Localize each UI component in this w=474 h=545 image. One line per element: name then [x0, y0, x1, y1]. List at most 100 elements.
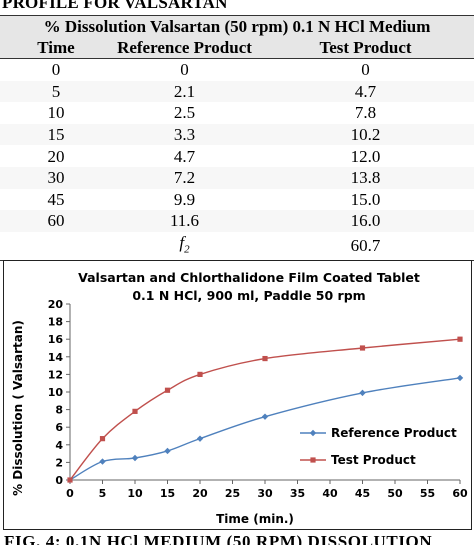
- legend-marker: [309, 429, 317, 437]
- x-tick-label: 0: [66, 487, 74, 500]
- series-test: [67, 336, 463, 483]
- x-tick-label: 15: [160, 487, 175, 500]
- legend-label: Test Product: [331, 453, 416, 467]
- y-tick-label: 8: [55, 404, 63, 417]
- y-tick-label: 20: [48, 298, 64, 311]
- cut-caption-clip: FIG. 4: 0.1N HCl MEDIUM (50 RPM) DISSOLU…: [0, 532, 474, 545]
- table-title: % Dissolution Valsartan (50 rpm) 0.1 N H…: [0, 15, 474, 37]
- f2-value: 60.7: [257, 231, 474, 262]
- legend-marker: [310, 457, 316, 463]
- cell-test: 12.0: [350, 146, 381, 166]
- data-point: [262, 355, 268, 362]
- table-row: 30 7.2 13.8: [0, 166, 474, 189]
- chart-legend: Reference Product Test Product: [293, 415, 457, 471]
- data-point: [131, 454, 139, 462]
- data-point: [359, 389, 366, 397]
- chart-axes: 0 2 4 6 8 10 12 14 16 18 20 0 5 10 15 20 25 30 35 40 45 50 55 6…: [48, 298, 468, 500]
- table-row: 20 4.7 12.0: [0, 145, 474, 167]
- column-header-test: Test Product: [257, 37, 474, 59]
- chart-subtitle: 0.1 N HCl, 900 ml, Paddle 50 rpm: [132, 288, 365, 303]
- x-tick-label: 5: [99, 487, 107, 500]
- data-point: [164, 387, 171, 393]
- data-point: [457, 336, 463, 342]
- table-row: 10 2.5 7.8: [0, 102, 474, 124]
- y-tick-label: 18: [48, 316, 63, 329]
- x-axis-label: Time (min.): [216, 512, 294, 526]
- x-tick-label: 25: [225, 487, 240, 500]
- cut-heading-clip: PROFILE FOR VALSARTAN: [0, 0, 474, 15]
- table-header-row: Time Reference Product Test Product: [0, 37, 474, 59]
- dissolution-table-wrap: % Dissolution Valsartan (50 rpm) 0.1 N H…: [0, 15, 474, 262]
- dissolution-chart-frame: Valsartan and Chlorthalidone Film Coated…: [3, 260, 472, 530]
- y-tick-label: 6: [55, 421, 63, 434]
- f2-row: f2 60.7: [0, 231, 474, 262]
- cut-heading: PROFILE FOR VALSARTAN: [2, 0, 228, 12]
- y-tick-label: 14: [48, 351, 64, 364]
- table-row: 15 3.3 10.2: [0, 123, 474, 146]
- data-point: [164, 447, 171, 455]
- y-tick-label: 4: [55, 439, 63, 452]
- data-point: [99, 458, 106, 465]
- cell-time: 0: [51, 60, 61, 80]
- dissolution-chart: Valsartan and Chlorthalidone Film Coated…: [11, 270, 468, 526]
- legend-box: [293, 415, 452, 471]
- cell-time: 30: [0, 166, 112, 189]
- y-tick-label: 2: [55, 456, 63, 469]
- data-point: [67, 477, 73, 483]
- table-row: 60 11.6 16.0: [0, 210, 474, 232]
- table-title-row: % Dissolution Valsartan (50 rpm) 0.1 N H…: [0, 15, 474, 37]
- cell-reference: 3.3: [112, 123, 257, 146]
- x-tick-label: 40: [322, 487, 338, 500]
- column-header-reference: Reference Product: [112, 37, 257, 59]
- x-tick-label: 30: [257, 487, 273, 500]
- column-header-time: Time: [0, 37, 112, 59]
- cell-time: 45: [47, 189, 65, 209]
- x-tick-label: 55: [420, 487, 435, 500]
- cell-reference: 11.6: [112, 210, 257, 232]
- cell-reference: 2.1: [112, 80, 257, 103]
- cell-test: 4.7: [257, 80, 474, 103]
- data-point: [261, 413, 269, 420]
- data-point: [99, 436, 106, 442]
- x-tick-label: 45: [355, 487, 370, 500]
- cell-reference: 7.2: [112, 166, 257, 189]
- cell-test: 13.8: [257, 166, 474, 189]
- legend-label: Reference Product: [331, 426, 457, 440]
- cell-test: 7.8: [354, 103, 377, 123]
- x-tick-label: 35: [290, 487, 305, 500]
- y-tick-label: 0: [55, 474, 63, 487]
- data-point: [359, 345, 366, 351]
- y-tick-label: 16: [48, 333, 64, 346]
- x-tick-label: 60: [452, 487, 468, 500]
- x-tick-label: 10: [127, 487, 143, 500]
- chart-title: Valsartan and Chlorthalidone Film Coated…: [78, 270, 420, 285]
- data-point: [197, 371, 203, 377]
- table-row: 45 9.9 15.0: [0, 189, 474, 211]
- figure-caption: FIG. 4: 0.1N HCl MEDIUM (50 RPM) DISSOLU…: [4, 532, 433, 545]
- series-reference: [66, 374, 464, 484]
- y-axis-label: % Dissolution ( Valsartan): [11, 320, 25, 496]
- cell-reference: 4.7: [173, 146, 196, 166]
- chart-series: [66, 336, 464, 484]
- cell-test: 10.2: [257, 123, 474, 146]
- x-tick-label: 20: [192, 487, 208, 500]
- cell-test: 15.0: [350, 189, 381, 209]
- data-point: [132, 408, 138, 414]
- cell-time: 10: [47, 103, 65, 123]
- y-tick-label: 12: [48, 368, 63, 381]
- f2-label: f2: [112, 231, 257, 262]
- cell-time: 20: [47, 146, 65, 166]
- cell-reference: 9.9: [173, 189, 196, 209]
- cell-test: 0: [361, 60, 370, 80]
- cell-reference: 0: [180, 60, 189, 80]
- cell-reference: 2.5: [173, 103, 196, 123]
- cell-test: 16.0: [257, 210, 474, 232]
- x-tick-label: 50: [387, 487, 403, 500]
- data-point: [196, 435, 204, 442]
- table-row: 5 2.1 4.7: [0, 80, 474, 103]
- dissolution-table: % Dissolution Valsartan (50 rpm) 0.1 N H…: [0, 15, 474, 262]
- cell-time: 60: [0, 210, 112, 232]
- data-point: [456, 374, 464, 382]
- y-tick-label: 10: [48, 386, 64, 399]
- cell-time: 5: [0, 80, 112, 103]
